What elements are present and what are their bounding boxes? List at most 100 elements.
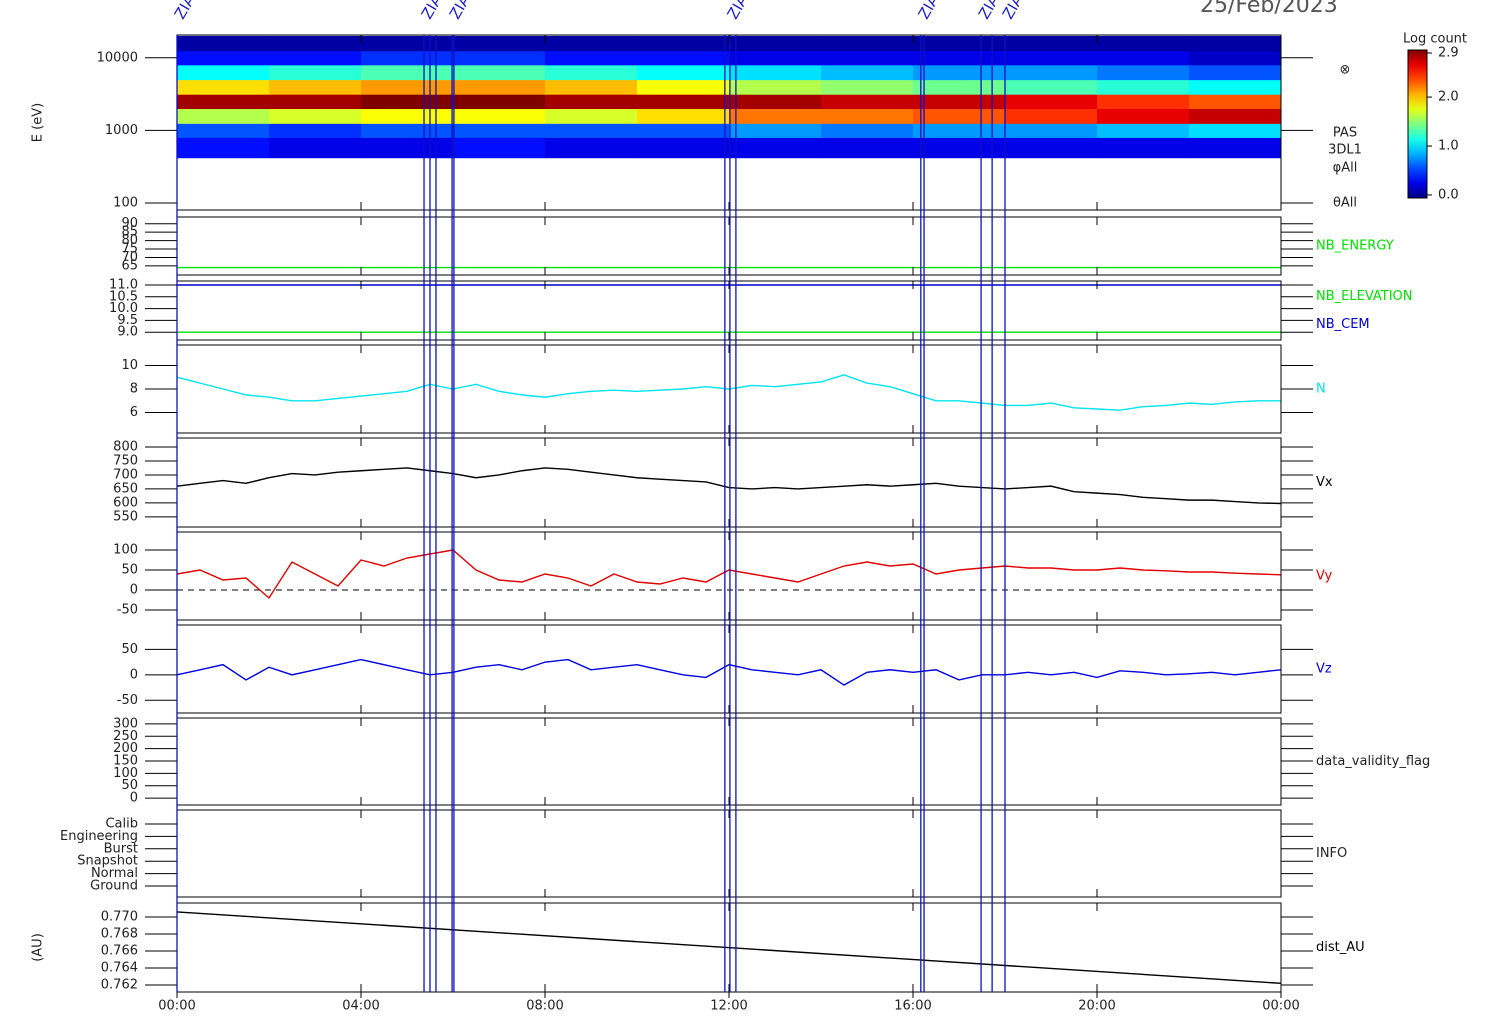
heatmap-cell (821, 64, 914, 81)
heatmap-cell (821, 108, 914, 124)
heatmap-cell (913, 94, 1006, 110)
category-label: Calib (105, 817, 138, 832)
heatmap-cell (913, 123, 1006, 138)
heatmap-cell (637, 94, 730, 110)
chart-title: 25/Feb/2023 (1200, 0, 1338, 18)
series-label: NB_ENERGY (1316, 239, 1394, 254)
y-tick-label: 700 (113, 467, 138, 482)
heatmap-cell (1189, 64, 1282, 81)
series-line (176, 467, 1282, 505)
heatmap-cell (913, 50, 1006, 66)
panel-annotation: φAll (1333, 161, 1358, 176)
heatmap-cell (729, 79, 822, 95)
heatmap-cell (269, 50, 362, 66)
y-tick-label: 750 (113, 453, 138, 468)
heatmap-cell (1005, 108, 1098, 124)
heatmap-cell (177, 94, 270, 110)
heatmap-cell (1189, 50, 1282, 66)
y-tick-label: 150 (113, 754, 138, 769)
heatmap-cell (1005, 94, 1098, 110)
heatmap-cell (1005, 137, 1098, 159)
heatmap-cell (729, 50, 822, 66)
heatmap-cell (821, 137, 914, 159)
heatmap-cell (453, 108, 546, 124)
y-tick-label: 50 (121, 563, 138, 578)
heatmap-cell (177, 35, 270, 52)
y-tick-label: 550 (113, 509, 138, 524)
heatmap-cell (1189, 108, 1282, 124)
y-tick-label: 9.0 (117, 325, 138, 340)
x-tick-label: 16:00 (894, 999, 931, 1014)
category-label: Snapshot (77, 854, 138, 869)
heatmap-cell (1189, 123, 1282, 138)
heatmap-cell (361, 94, 454, 110)
heatmap-cell (637, 108, 730, 124)
series-line (176, 658, 1282, 686)
series-line (176, 911, 1282, 985)
y-tick-label: 0.770 (101, 910, 138, 925)
heatmap-cell (269, 35, 362, 52)
y-tick-label: 100 (113, 543, 138, 558)
heatmap-cell (1005, 64, 1098, 81)
heatmap-cell (1097, 137, 1190, 159)
heatmap-cell (545, 64, 638, 81)
heatmap-cell (1189, 94, 1282, 110)
heatmap-cell (177, 64, 270, 81)
x-tick-label: 12:00 (710, 999, 747, 1014)
heatmap-cell (1097, 35, 1190, 52)
heatmap-cell (545, 94, 638, 110)
y-tick-label: 600 (113, 495, 138, 510)
heatmap-cell (1097, 79, 1190, 95)
heatmap-cell (729, 137, 822, 159)
heatmap-cell (1189, 35, 1282, 52)
colorbar-tick-label: 2.0 (1438, 90, 1459, 105)
heatmap-cell (1005, 123, 1098, 138)
y-tick-label: 10000 (97, 50, 138, 65)
colorbar-tick-label: 2.9 (1438, 46, 1459, 61)
series-label: N (1316, 382, 1326, 397)
heatmap-cell (177, 123, 270, 138)
panel: NB_ELEVATION NB_CEM 9.09.510.010.511.0 (109, 278, 1413, 341)
y-tick-label: 0.762 (101, 978, 138, 993)
heatmap-cell (453, 123, 546, 138)
heatmap-cell (1097, 108, 1190, 124)
series-label: Vy (1316, 569, 1333, 584)
heatmap-cell (821, 50, 914, 66)
heatmap-cell (913, 64, 1006, 81)
heatmap-cell (637, 50, 730, 66)
heatmap-cell (361, 79, 454, 95)
heatmap-cell (913, 137, 1006, 159)
y-tick-label: 6 (130, 405, 138, 420)
series-label: Vz (1316, 662, 1332, 677)
heatmap-cell (269, 64, 362, 81)
heatmap-cell (453, 50, 546, 66)
heatmap-cell (545, 137, 638, 159)
y-tick-label: 75 (121, 242, 138, 257)
heatmap-cell (269, 137, 362, 159)
y-tick-label: 0.764 (101, 961, 138, 976)
heatmap-cell (637, 123, 730, 138)
heatmap-cell (361, 137, 454, 159)
y-tick-label: 0 (130, 583, 138, 598)
heatmap-cell (729, 94, 822, 110)
y-axis-label: (AU) (31, 933, 46, 962)
y-tick-label: 0 (130, 791, 138, 806)
y-tick-label: 11.0 (109, 278, 138, 293)
heatmap-cell (1097, 123, 1190, 138)
y-tick-label: 250 (113, 729, 138, 744)
panel-annotation: ⊗ (1340, 63, 1351, 78)
x-tick-label: 08:00 (526, 999, 563, 1014)
heatmap-cell (177, 50, 270, 66)
heatmap-cell (1005, 50, 1098, 66)
x-tick-label: 00:00 (158, 999, 195, 1014)
heatmap-cell (269, 108, 362, 124)
series-label: dist_AU (1316, 940, 1365, 955)
panel-annotation: θAll (1333, 196, 1357, 211)
heatmap-cell (453, 79, 546, 95)
y-tick-label: 0.768 (101, 927, 138, 942)
panel: 100 1000 10000 E (eV) (31, 34, 1313, 211)
heatmap-cell (453, 94, 546, 110)
y-tick-label: 100 (113, 195, 138, 210)
